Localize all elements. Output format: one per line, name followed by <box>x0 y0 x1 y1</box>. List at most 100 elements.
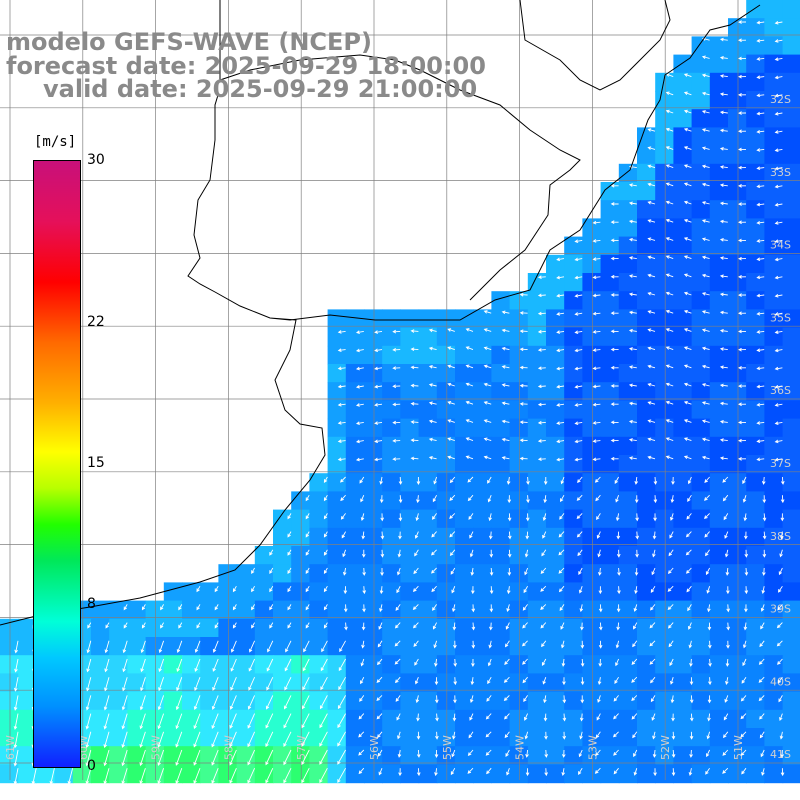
ocean-cell <box>746 709 765 729</box>
ocean-cell <box>327 746 347 765</box>
wind-arrow <box>719 146 728 151</box>
wind-arrow <box>667 604 674 611</box>
wind-arrow <box>580 658 585 667</box>
wind-arrow <box>247 749 256 766</box>
ocean-cell <box>618 254 638 274</box>
ocean-cell <box>746 345 765 365</box>
ocean-cell <box>364 564 383 583</box>
ocean-cell <box>673 618 693 638</box>
ocean-cell <box>418 546 438 565</box>
ocean-cell <box>455 673 474 693</box>
wind-arrow <box>562 713 567 722</box>
ocean-cell <box>546 746 565 765</box>
ocean-cell <box>473 509 492 529</box>
wind-arrow <box>597 549 601 558</box>
wind-arrow <box>487 495 492 503</box>
ocean-cell <box>582 291 602 310</box>
wind-arrow <box>392 366 401 370</box>
wind-arrow <box>559 513 565 520</box>
wind-arrow <box>415 695 420 704</box>
wind-arrow <box>343 586 348 595</box>
ocean-cell <box>691 109 711 128</box>
wind-arrow <box>610 402 619 406</box>
wind-arrow <box>465 437 474 442</box>
ocean-cell <box>764 18 784 37</box>
ocean-cell <box>709 127 729 147</box>
ocean-cell <box>546 309 565 329</box>
wind-arrow <box>722 494 729 502</box>
wind-arrow <box>85 749 92 767</box>
wind-arrow <box>628 328 637 333</box>
ocean-cell <box>618 582 638 602</box>
ocean-cell <box>673 746 693 765</box>
wind-arrow <box>647 109 656 114</box>
wind-arrow <box>756 348 765 352</box>
ocean-cell <box>418 582 438 602</box>
wind-arrow <box>416 713 420 722</box>
ocean-cell <box>91 691 110 711</box>
wind-arrow <box>687 604 692 612</box>
ocean-cell <box>618 673 638 693</box>
ocean-cell <box>564 728 583 747</box>
ocean-cell <box>746 127 765 147</box>
ocean-cell <box>564 491 583 511</box>
ocean-cell <box>400 418 420 438</box>
wind-arrow <box>634 567 639 576</box>
ocean-cell <box>782 400 800 420</box>
wind-arrow <box>121 749 128 767</box>
wind-arrow <box>451 604 456 613</box>
ocean-cell <box>309 546 329 565</box>
wind-arrow <box>141 622 146 629</box>
ocean-cell <box>163 600 183 620</box>
wind-arrow <box>284 658 292 672</box>
ocean-cell <box>600 600 620 620</box>
ocean-cell <box>400 509 420 529</box>
forecast-date: forecast date: 2025-09-29 18:00:00 <box>6 52 486 80</box>
wind-arrow <box>683 164 692 169</box>
ocean-cell <box>673 291 693 310</box>
wind-arrow <box>558 549 565 556</box>
ocean-cell <box>582 218 602 238</box>
ocean-cell <box>109 691 128 711</box>
wind-arrow <box>738 311 747 316</box>
wind-arrow <box>738 111 747 115</box>
ocean-cell <box>582 655 602 674</box>
wind-arrow <box>701 73 710 78</box>
wind-arrow <box>774 348 783 353</box>
wind-arrow <box>287 531 292 538</box>
ocean-cell <box>236 564 256 583</box>
ocean-cell <box>400 600 420 620</box>
wind-arrow <box>319 767 328 784</box>
ocean-cell <box>637 600 656 620</box>
ocean-cell <box>764 72 784 92</box>
wind-arrow <box>525 513 530 522</box>
wind-arrow <box>665 346 674 351</box>
ocean-cell <box>327 546 347 565</box>
wind-arrow <box>468 731 474 739</box>
wind-arrow <box>483 382 492 387</box>
ocean-cell <box>746 36 765 56</box>
wind-arrow <box>543 695 547 704</box>
wind-arrow <box>414 531 419 539</box>
ocean-cell <box>782 455 800 474</box>
colorbar <box>33 160 81 768</box>
wind-arrow <box>580 640 585 649</box>
ocean-cell <box>618 455 638 474</box>
ocean-cell <box>473 600 492 620</box>
wind-arrow <box>598 622 603 631</box>
ocean-cell <box>673 582 693 602</box>
wind-arrow <box>471 640 476 649</box>
ocean-cell <box>637 236 656 256</box>
wind-arrow <box>358 749 365 756</box>
ocean-cell <box>546 455 565 474</box>
ocean-cell <box>218 691 238 711</box>
ocean-cell <box>546 436 565 456</box>
wind-arrow <box>398 768 402 777</box>
ocean-cell <box>746 400 765 420</box>
wind-arrow <box>738 402 747 407</box>
wind-arrow <box>649 622 656 629</box>
wind-arrow <box>647 200 656 205</box>
ocean-cell <box>673 455 693 474</box>
ocean-cell <box>782 746 800 765</box>
wind-arrow <box>738 238 747 243</box>
